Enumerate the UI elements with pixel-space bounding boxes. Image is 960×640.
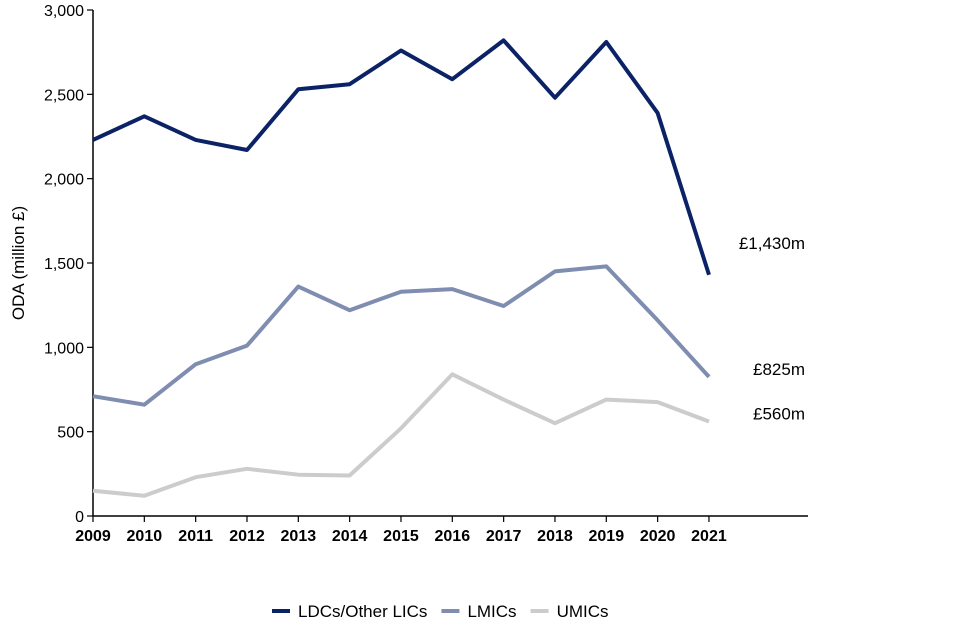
end-value-label: £560m — [753, 405, 805, 424]
x-tick-label: 2013 — [281, 528, 317, 545]
end-value-label: £1,430m — [739, 234, 805, 253]
legend-label: LDCs/Other LICs — [298, 602, 427, 621]
x-tick-label: 2019 — [589, 528, 625, 545]
y-tick-label: 500 — [57, 425, 84, 442]
y-tick-label: 2,500 — [44, 87, 84, 104]
x-tick-label: 2020 — [640, 528, 676, 545]
y-axis: 0 500 1,000 1,500 2,000 2,500 3,000 — [44, 3, 94, 526]
series-line-lmics — [92, 264, 711, 407]
series-line-ldcs-other-lics — [92, 38, 711, 276]
end-value-label: £825m — [753, 360, 805, 379]
legend: LDCs/Other LICs LMICs UMICs — [272, 602, 609, 621]
x-tick-label: 2017 — [486, 528, 522, 545]
y-axis-label: ODA (million £) — [9, 206, 28, 320]
y-tick-label: 1,000 — [44, 340, 84, 357]
y-tick-label: 0 — [75, 509, 84, 526]
x-tick-label: 2011 — [178, 528, 213, 545]
series-layer — [92, 38, 711, 498]
series-line-umics — [92, 372, 710, 498]
x-tick-label: 2016 — [435, 528, 471, 545]
legend-label: UMICs — [557, 602, 609, 621]
x-tick-label: 2018 — [537, 528, 573, 545]
y-tick-label: 1,500 — [44, 256, 84, 273]
x-tick-label: 2010 — [127, 528, 163, 545]
x-tick-label: 2009 — [75, 528, 111, 545]
x-tick-label: 2021 — [691, 528, 727, 545]
x-tick-label: 2014 — [332, 528, 368, 545]
x-tick-label: 2012 — [229, 528, 265, 545]
y-tick-label: 2,000 — [44, 172, 84, 189]
x-tick-label: 2015 — [383, 528, 419, 545]
end-labels: £1,430m £825m £560m — [739, 234, 805, 424]
legend-label: LMICs — [467, 602, 516, 621]
x-axis: 2009 2010 2011 2012 2013 2014 2015 2016 2017 2018… — [75, 515, 808, 545]
y-tick-label: 3,000 — [44, 3, 84, 20]
